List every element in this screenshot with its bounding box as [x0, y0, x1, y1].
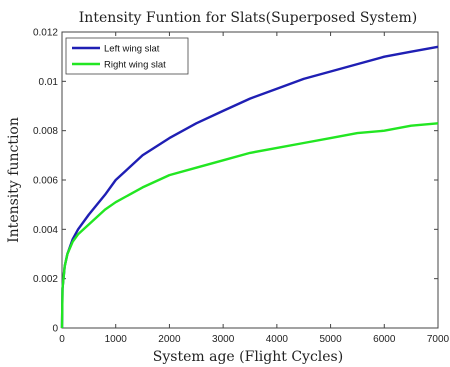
- x-tick-label: 6000: [373, 334, 396, 345]
- legend: Left wing slat Right wing slat: [65, 37, 189, 75]
- series-line-right-wing-slat: [60, 122, 439, 329]
- x-tick-label: 0: [59, 334, 65, 345]
- y-tick-label: 0.004: [33, 225, 58, 236]
- x-axis-label: System age (Flight Cycles): [153, 349, 343, 365]
- y-tick-label: 0.012: [33, 28, 58, 39]
- y-tick-label: 0: [52, 324, 58, 335]
- legend-label: Right wing slat: [104, 60, 166, 71]
- x-tick-label: 7000: [427, 334, 450, 345]
- axis-ticks: 0 1000 2000 3000 4000 5000 6000 7000 0 0.002 0.004…: [33, 28, 450, 346]
- chart-title: Intensity Funtion for Slats(Superposed S…: [79, 10, 417, 26]
- y-tick-label: 0.008: [33, 126, 58, 137]
- y-axis-label: Intensity function: [6, 117, 22, 243]
- y-tick-label: 0.01: [39, 77, 59, 88]
- x-tick-label: 2000: [158, 334, 181, 345]
- x-tick-label: 1000: [105, 334, 128, 345]
- plot-area: [61, 31, 439, 329]
- y-tick-label: 0.006: [33, 176, 58, 187]
- legend-label: Left wing slat: [104, 44, 160, 55]
- y-tick-label: 0.002: [33, 274, 58, 285]
- x-tick-label: 5000: [319, 334, 342, 345]
- series-lines: [60, 45, 439, 329]
- x-tick-label: 3000: [212, 334, 235, 345]
- legend-box: [65, 37, 189, 75]
- x-tick-label: 4000: [266, 334, 289, 345]
